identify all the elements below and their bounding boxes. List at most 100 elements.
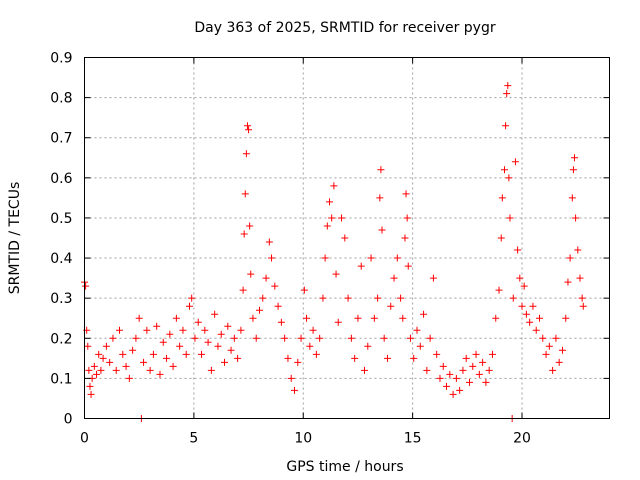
data-point	[102, 342, 110, 350]
data-point	[449, 390, 457, 398]
data-point	[569, 166, 577, 174]
data-point	[207, 366, 215, 374]
data-point	[578, 294, 586, 302]
x-tick-label: 20	[513, 431, 531, 447]
data-point	[271, 282, 279, 290]
data-point	[536, 314, 543, 322]
data-point	[390, 274, 398, 282]
data-point	[545, 342, 553, 350]
data-point	[146, 366, 154, 374]
data-point	[84, 342, 92, 350]
grid-layer	[84, 57, 610, 419]
data-point	[99, 354, 107, 362]
y-tick-label: 0.8	[50, 91, 72, 107]
data-point	[555, 358, 563, 366]
data-point	[116, 326, 123, 334]
data-point	[312, 350, 320, 358]
data-point	[526, 318, 534, 326]
data-point	[87, 390, 95, 398]
data-point	[387, 302, 395, 310]
data-point	[393, 254, 401, 262]
data-point	[191, 334, 199, 342]
data-point	[456, 386, 464, 394]
data-point	[90, 362, 98, 370]
data-point	[176, 342, 184, 350]
data-point	[402, 190, 410, 198]
data-point	[334, 318, 342, 326]
data-point	[568, 194, 576, 202]
data-point	[518, 302, 526, 310]
tick-layer: 0 5 10 15 20 0 0.1 0.2 0.3 0.4 0.5 0.6 0.7 0.8 0.9	[50, 51, 610, 447]
data-point	[239, 286, 247, 294]
data-point	[297, 334, 305, 342]
data-point	[129, 346, 137, 354]
data-point	[443, 382, 451, 390]
data-point	[227, 346, 235, 354]
data-point	[319, 294, 327, 302]
data-point	[502, 122, 510, 130]
data-point	[552, 334, 560, 342]
data-point	[198, 350, 206, 358]
data-point	[246, 222, 254, 230]
data-point	[316, 334, 324, 342]
data-point	[549, 366, 557, 374]
data-point	[140, 358, 148, 366]
data-point	[252, 334, 260, 342]
data-point	[469, 362, 477, 370]
data-point	[274, 302, 282, 310]
data-point	[95, 350, 103, 358]
data-point	[309, 326, 317, 334]
data-point	[97, 366, 105, 374]
data-point	[429, 274, 437, 282]
data-point	[504, 82, 512, 90]
data-point	[354, 314, 362, 322]
data-point	[413, 326, 421, 334]
x-axis-label: GPS time / hours	[286, 459, 403, 475]
data-point	[576, 274, 584, 282]
data-point	[328, 214, 336, 222]
data-point	[242, 150, 250, 158]
data-point	[571, 154, 578, 162]
data-point	[247, 270, 255, 278]
data-point	[376, 194, 384, 202]
data-point	[204, 338, 212, 346]
data-point	[284, 354, 292, 362]
data-point	[214, 342, 222, 350]
x-tick-label: 10	[294, 431, 312, 447]
data-point	[277, 318, 285, 326]
data-point	[498, 194, 506, 202]
data-point	[300, 286, 308, 294]
data-point	[291, 386, 298, 394]
data-point	[211, 310, 219, 318]
data-point	[516, 274, 524, 282]
data-point	[579, 302, 587, 310]
plot-border	[84, 57, 610, 419]
data-point	[132, 334, 140, 342]
data-point	[520, 282, 528, 290]
data-point	[265, 238, 273, 246]
data-point	[287, 374, 295, 382]
data-point	[186, 302, 193, 310]
data-point	[156, 370, 164, 378]
data-point	[492, 314, 500, 322]
data-point	[93, 370, 101, 378]
data-point	[188, 294, 196, 302]
y-tick-label: 0.3	[50, 291, 72, 307]
chart-title: Day 363 of 2025, SRMTID for receiver pyg…	[194, 20, 495, 36]
data-point	[294, 358, 302, 366]
data-point	[501, 166, 508, 174]
data-point	[506, 214, 514, 222]
y-axis-label: SRMTID / TECUs	[7, 182, 23, 295]
data-point	[364, 342, 372, 350]
data-point	[511, 158, 519, 166]
data-point	[241, 190, 249, 198]
data-point	[495, 286, 503, 294]
data-point	[410, 354, 418, 362]
data-point	[347, 334, 355, 342]
data-point	[566, 254, 574, 262]
data-point	[82, 282, 90, 290]
y-tick-label: 0.2	[50, 331, 72, 347]
data-point	[326, 198, 333, 206]
data-point	[122, 362, 130, 370]
